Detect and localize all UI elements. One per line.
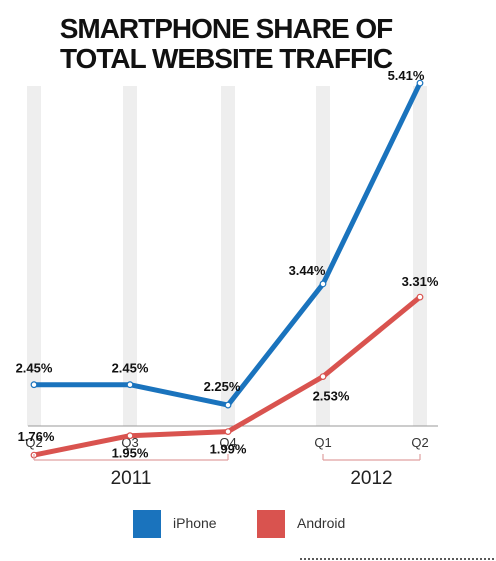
year-groups: 2011 2012	[33, 454, 421, 489]
series-points	[30, 79, 424, 459]
legend: iPhone Android	[133, 510, 496, 560]
chart-title-line-1: SMARTPHONE SHARE OF	[60, 13, 393, 44]
point-android-4	[319, 373, 327, 381]
group-label-1: 2011	[111, 468, 152, 489]
data-label-iphone-2: 2.45%	[112, 361, 149, 376]
data-label-android-4: 2.53%	[313, 389, 350, 404]
group-label-2: 2012	[350, 468, 392, 489]
grid-band-4	[316, 86, 330, 426]
data-labels: 2.45% 2.45% 2.25% 3.44% 5.41% 1.76% 1.95% 1.99%…	[16, 68, 439, 461]
legend-swatch-iphone	[133, 510, 161, 538]
x-tick-label-1: Q2	[25, 435, 42, 450]
x-tick-label-4: Q1	[314, 435, 331, 450]
grid-bands	[27, 86, 427, 426]
chart-title-line-2: TOTAL WEBSITE TRAFFIC	[60, 43, 393, 74]
point-iphone-4	[319, 280, 327, 288]
point-iphone-2	[126, 381, 134, 389]
x-tick-label-5: Q2	[411, 435, 428, 450]
data-label-android-5: 3.31%	[402, 274, 439, 289]
grid-band-5	[413, 86, 427, 426]
grid-band-2	[123, 86, 137, 426]
x-tick-label-3: Q4	[219, 435, 236, 450]
data-label-iphone-1: 2.45%	[16, 361, 53, 376]
grid-band-3	[221, 86, 235, 426]
point-iphone-5	[416, 79, 424, 87]
data-label-iphone-4: 3.44%	[289, 263, 326, 278]
data-label-iphone-3: 2.25%	[204, 379, 241, 394]
legend-label-iphone: iPhone	[173, 515, 217, 531]
grid-band-1	[27, 86, 41, 426]
legend-label-android: Android	[297, 515, 345, 531]
data-label-android-3: 1.99%	[210, 442, 247, 457]
point-android-5	[416, 293, 424, 301]
point-android-3	[224, 428, 232, 436]
legend-swatch-android	[257, 510, 285, 538]
point-iphone-1	[30, 381, 38, 389]
data-label-android-2: 1.95%	[112, 446, 149, 461]
point-android-2	[126, 432, 134, 440]
data-label-android-1: 1.76%	[18, 429, 55, 444]
point-iphone-3	[224, 401, 232, 409]
data-label-iphone-5: 5.41%	[388, 68, 425, 83]
